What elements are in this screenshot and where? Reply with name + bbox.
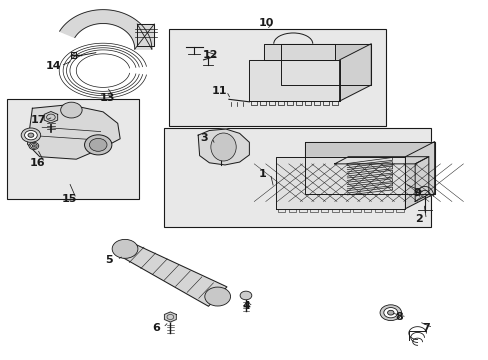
Text: 1: 1 bbox=[259, 168, 266, 179]
Ellipse shape bbox=[210, 133, 236, 161]
Bar bbox=[6, 99, 139, 199]
Text: 14: 14 bbox=[45, 61, 61, 71]
Polygon shape bbox=[339, 44, 370, 101]
Text: 15: 15 bbox=[61, 194, 77, 204]
Circle shape bbox=[32, 145, 35, 147]
Polygon shape bbox=[164, 312, 176, 322]
Polygon shape bbox=[137, 24, 154, 45]
Bar bbox=[163, 128, 430, 227]
Polygon shape bbox=[405, 141, 434, 209]
Circle shape bbox=[204, 287, 230, 306]
Text: 6: 6 bbox=[151, 323, 160, 333]
Text: 5: 5 bbox=[105, 255, 113, 265]
Text: 8: 8 bbox=[395, 312, 403, 322]
Text: 11: 11 bbox=[211, 86, 226, 96]
Circle shape bbox=[387, 310, 393, 315]
Polygon shape bbox=[27, 105, 120, 159]
Circle shape bbox=[84, 135, 112, 155]
Circle shape bbox=[240, 291, 251, 300]
Bar bbox=[334, 164, 414, 202]
Circle shape bbox=[112, 239, 138, 258]
Polygon shape bbox=[249, 60, 339, 101]
Text: 10: 10 bbox=[258, 18, 274, 28]
Circle shape bbox=[383, 307, 397, 318]
Text: 17: 17 bbox=[31, 115, 46, 125]
Polygon shape bbox=[414, 157, 428, 202]
Polygon shape bbox=[276, 157, 405, 209]
Circle shape bbox=[21, 128, 41, 142]
Circle shape bbox=[89, 138, 107, 151]
Bar bbox=[168, 30, 385, 126]
Text: 7: 7 bbox=[421, 323, 429, 333]
Circle shape bbox=[61, 102, 82, 118]
Circle shape bbox=[24, 131, 37, 140]
Polygon shape bbox=[119, 242, 226, 306]
Circle shape bbox=[29, 142, 39, 149]
Text: 2: 2 bbox=[414, 215, 422, 224]
Text: 12: 12 bbox=[202, 50, 218, 60]
Circle shape bbox=[28, 133, 34, 137]
Polygon shape bbox=[198, 129, 249, 165]
Polygon shape bbox=[334, 157, 428, 164]
Polygon shape bbox=[60, 10, 152, 49]
Polygon shape bbox=[71, 51, 76, 58]
Polygon shape bbox=[264, 44, 334, 60]
Polygon shape bbox=[281, 44, 370, 85]
Text: 3: 3 bbox=[200, 133, 208, 143]
Circle shape bbox=[31, 144, 37, 148]
Circle shape bbox=[379, 305, 401, 320]
Polygon shape bbox=[44, 112, 58, 123]
Text: 9: 9 bbox=[413, 188, 421, 198]
Text: 16: 16 bbox=[29, 158, 45, 168]
Text: 13: 13 bbox=[99, 93, 115, 103]
Polygon shape bbox=[305, 141, 434, 194]
Text: 4: 4 bbox=[242, 301, 249, 311]
